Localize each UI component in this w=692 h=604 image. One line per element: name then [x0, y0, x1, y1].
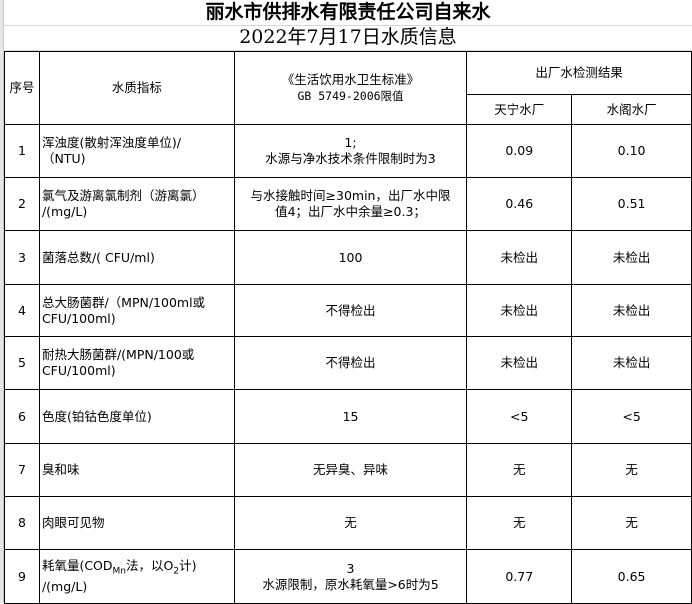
indicator-name: 浑浊度(散射浑浊度单位)/: [41, 135, 181, 150]
indicator-name: 肉眼可见物: [41, 515, 105, 530]
indicator-text: 法，以O: [126, 557, 174, 573]
plant1-value: 0.46: [466, 177, 573, 231]
plant2-value: 0.65: [571, 549, 692, 604]
standard-cell: 无: [233, 496, 468, 550]
indicator-cell: 菌落总数/( CFU/ml): [38, 230, 235, 285]
standard-cell: 15: [233, 389, 468, 444]
header-plant1: 天宁水厂: [466, 94, 573, 125]
standard-title: 《生活饮用水卫生标准》: [281, 72, 420, 87]
standard-code: GB 5749-2006限值: [297, 89, 404, 103]
table-row: 5 耐热大肠菌群/(MPN/100或 CFU/100ml) 不得检出 未检出 未检出: [4, 336, 692, 390]
subscript: 2: [173, 566, 180, 577]
page-title: 丽水市供排水有限责任公司自来水: [4, 0, 692, 26]
plant2-value: 无: [571, 496, 692, 550]
plant1-value: 无: [466, 496, 573, 550]
indicator-cell: 臭和味: [38, 443, 235, 497]
indicator-cell: 肉眼可见物: [38, 496, 235, 550]
indicator-unit: /(mg/L): [41, 579, 88, 595]
plant1-value: 未检出: [466, 230, 573, 285]
plant2-value: <5: [571, 389, 692, 444]
plant2-value: 未检出: [571, 230, 692, 285]
indicator-name: 总大肠菌群/（MPN/100ml或: [41, 294, 206, 310]
water-quality-table: 序号 水质指标 《生活饮用水卫生标准》 GB 5749-2006限值 出厂水检测…: [4, 51, 692, 604]
plant1-value: <5: [466, 389, 573, 444]
table-row: 7 臭和味 无异臭、异味 无无: [4, 443, 692, 497]
plant2-value: 0.10: [571, 124, 692, 178]
row-number: 8: [4, 496, 40, 550]
table-row: 6 色度(铂钴色度单位) 15 <5 <5: [4, 389, 692, 444]
standard-limit: 1;: [344, 135, 357, 150]
table-row: 9 耗氧量(CODMn法，以O2计)/(mg/L) 3 水源限制，原水耗氧量>6时为5…: [4, 549, 692, 604]
table-row: 8 肉眼可见物无无无: [4, 496, 692, 550]
table-row: 3 菌落总数/( CFU/ml) 100 未检出 未检出: [4, 230, 692, 285]
indicator-cell: 色度(铂钴色度单位): [38, 389, 235, 444]
plant2-value: 无: [571, 443, 692, 497]
indicator-name: 耐热大肠菌群/(MPN/100或: [41, 347, 195, 362]
row-number: 5: [4, 336, 40, 390]
standard-limit: 无: [344, 515, 357, 530]
indicator-unit: （NTU): [41, 151, 86, 166]
standard-limit: 无异臭、异味: [313, 462, 389, 477]
table-row: 2 氯气及游离氯制剂（游离氯）/(mg/L) 与水接触时间≥30min，出厂水中限值…: [4, 177, 692, 231]
indicator-text: 计): [179, 557, 197, 573]
indicator-cell: 耗氧量(CODMn法，以O2计)/(mg/L): [38, 549, 235, 604]
row-number: 3: [4, 230, 40, 285]
table-row: 4 总大肠菌群/（MPN/100ml或 CFU/100ml) 不得检出 未检出 未检出: [4, 284, 692, 337]
indicator-name: 氯气及游离氯制剂（游离氯）: [41, 188, 205, 203]
row-number: 6: [4, 389, 40, 444]
header-seq: 序号: [4, 51, 40, 125]
row-number: 9: [4, 549, 40, 604]
standard-cell: 3 水源限制，原水耗氧量>6时为5: [233, 549, 468, 604]
indicator-cell: 耐热大肠菌群/(MPN/100或 CFU/100ml): [38, 336, 235, 390]
indicator-name: 菌落总数/( CFU/ml): [41, 249, 155, 265]
standard-cell: 1; 水源与净水技术条件限制时为3: [233, 124, 468, 178]
plant1-value: 未检出: [466, 284, 573, 337]
subscript: Mn: [112, 566, 127, 577]
standard-cell: 不得检出: [233, 284, 468, 337]
standard-limit: 不得检出: [325, 355, 376, 370]
standard-note: 水源与净水技术条件限制时为3: [265, 151, 436, 166]
row-number: 4: [4, 284, 40, 337]
plant1-value: 0.09: [466, 124, 573, 178]
header-results: 出厂水检测结果: [466, 51, 692, 95]
plant1-value: 未检出: [466, 336, 573, 390]
header-indicator: 水质指标: [38, 51, 235, 125]
standard-limit: 与水接触时间≥30min，出厂水中限: [250, 188, 451, 203]
plant1-value: 0.77: [466, 549, 573, 604]
standard-limit: 100: [338, 249, 363, 265]
row-number: 7: [4, 443, 40, 497]
indicator-cell: 总大肠菌群/（MPN/100ml或 CFU/100ml): [38, 284, 235, 337]
standard-note: 水源限制，原水耗氧量>6时为5: [262, 576, 439, 592]
plant2-value: 未检出: [571, 284, 692, 337]
indicator-unit: CFU/100ml): [41, 363, 116, 378]
standard-cell: 不得检出: [233, 336, 468, 390]
standard-cell: 无异臭、异味: [233, 443, 468, 497]
standard-limit: 不得检出: [325, 302, 376, 318]
header-plant2: 水阁水厂: [571, 94, 692, 125]
table-row: 1 浑浊度(散射浑浊度单位)/（NTU) 1; 水源与净水技术条件限制时为3 0.09 0…: [4, 124, 692, 178]
standard-limit: 3: [346, 560, 355, 576]
indicator-name: 臭和味: [41, 462, 80, 477]
indicator-unit: /(mg/L): [41, 204, 88, 219]
indicator-cell: 浑浊度(散射浑浊度单位)/（NTU): [38, 124, 235, 178]
header-standard: 《生活饮用水卫生标准》 GB 5749-2006限值: [233, 51, 468, 125]
row-number: 1: [4, 124, 40, 178]
row-number: 2: [4, 177, 40, 231]
row-header-strip: [0, 0, 4, 603]
standard-cell: 100: [233, 230, 468, 285]
standard-cell: 与水接触时间≥30min，出厂水中限 值4；出厂水中余量≥0.3；: [233, 177, 468, 231]
indicator-name: 色度(铂钴色度单位): [41, 408, 152, 424]
plant2-value: 未检出: [571, 336, 692, 390]
standard-limit: 15: [342, 408, 359, 424]
standard-note: 值4；出厂水中余量≥0.3；: [275, 204, 426, 219]
plant1-value: 无: [466, 443, 573, 497]
plant2-value: 0.51: [571, 177, 692, 231]
indicator-unit: CFU/100ml): [41, 310, 116, 326]
indicator-text: 耗氧量(COD: [41, 557, 113, 573]
page-subtitle: 2022年7月17日水质信息: [4, 25, 692, 51]
indicator-cell: 氯气及游离氯制剂（游离氯）/(mg/L): [38, 177, 235, 231]
indicator-name: 耗氧量(CODMn法，以O2计): [42, 558, 232, 580]
